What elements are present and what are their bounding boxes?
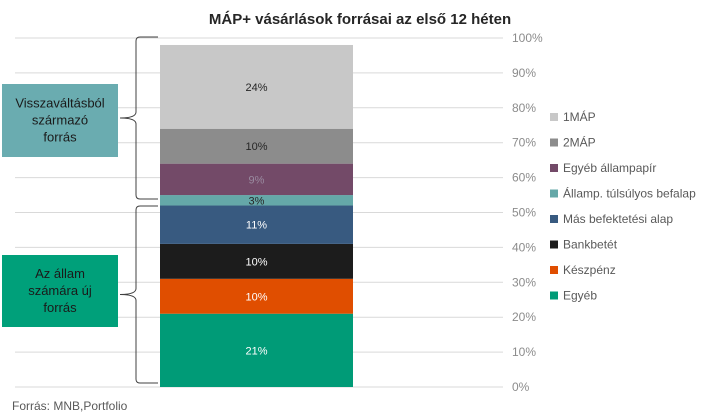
legend-label: Egyéb bbox=[563, 289, 597, 303]
legend-label: 2MÁP bbox=[563, 135, 596, 150]
bar-segment bbox=[160, 195, 353, 206]
bar-segment bbox=[160, 163, 353, 196]
y-tick-label: 80% bbox=[512, 101, 536, 115]
legend-swatch bbox=[550, 291, 558, 300]
data-label: 10% bbox=[245, 141, 267, 153]
data-label: 24% bbox=[245, 82, 267, 94]
legend-swatch bbox=[550, 113, 558, 121]
y-tick-label: 90% bbox=[512, 66, 536, 80]
stacked-bar bbox=[160, 44, 353, 387]
data-label: 3% bbox=[249, 195, 265, 207]
legend-swatch bbox=[550, 189, 558, 198]
data-label: 9% bbox=[249, 174, 265, 186]
y-tick-label: 30% bbox=[512, 275, 536, 289]
legend-swatch bbox=[550, 138, 558, 147]
legend-label: Bankbetét bbox=[563, 238, 618, 252]
legend-label: Egyéb állampapír bbox=[563, 161, 656, 175]
y-tick-label: 40% bbox=[512, 240, 536, 254]
source-note: Forrás: MNB,Portfolio bbox=[12, 399, 128, 413]
y-axis: 0% 10% 20% 30% 40% 50% 60% 70% 80% 90% 100% bbox=[512, 31, 543, 394]
legend-label: Készpénz bbox=[563, 263, 616, 277]
brace bbox=[119, 205, 158, 384]
bar-segment bbox=[160, 44, 353, 129]
annotation-box bbox=[2, 255, 118, 327]
legend-label: Államp. túlsúlyos befalap bbox=[563, 186, 696, 201]
brace bbox=[119, 36, 158, 200]
annotation-text: származó bbox=[32, 113, 88, 128]
y-tick-label: 50% bbox=[512, 206, 536, 220]
bar-segment bbox=[160, 313, 353, 387]
y-tick-label: 0% bbox=[512, 380, 530, 394]
bar-segment bbox=[160, 243, 353, 279]
y-tick-label: 20% bbox=[512, 310, 536, 324]
annotations: Visszaváltásból származó forrás Az állam szá… bbox=[2, 36, 158, 384]
y-tick-label: 70% bbox=[512, 136, 536, 150]
annotation-box bbox=[2, 84, 118, 157]
data-label: 10% bbox=[245, 291, 267, 303]
annotation-text: forrás bbox=[43, 300, 77, 315]
data-labels: 21% 10% 10% 11% 3% 9% 10% 24% bbox=[245, 82, 267, 357]
chart-title: MÁP+ vásárlások forrásai az első 12 héte… bbox=[209, 11, 511, 28]
legend-swatch bbox=[550, 240, 558, 249]
legend: 1MÁP 2MÁP Egyéb állampapír Államp. túlsúlyo… bbox=[550, 109, 696, 303]
data-label: 10% bbox=[245, 256, 267, 268]
annotation-text: Visszaváltásból bbox=[15, 96, 104, 111]
bar-segment bbox=[160, 278, 353, 314]
bar-segment bbox=[160, 205, 353, 244]
legend-label: Más befektetési alap bbox=[563, 212, 673, 226]
data-label: 11% bbox=[246, 220, 267, 232]
y-tick-label: 100% bbox=[512, 31, 543, 45]
annotation-text: Az állam bbox=[35, 266, 85, 281]
legend-label: 1MÁP bbox=[563, 109, 596, 124]
bar-segment bbox=[160, 128, 353, 164]
legend-swatch bbox=[550, 215, 558, 223]
annotation-text: számára új bbox=[28, 283, 92, 298]
annotation-text: forrás bbox=[43, 130, 77, 145]
data-label: 21% bbox=[245, 345, 267, 357]
legend-swatch bbox=[550, 266, 558, 274]
y-tick-label: 10% bbox=[512, 345, 536, 359]
y-tick-label: 60% bbox=[512, 171, 536, 185]
legend-swatch bbox=[550, 164, 558, 172]
